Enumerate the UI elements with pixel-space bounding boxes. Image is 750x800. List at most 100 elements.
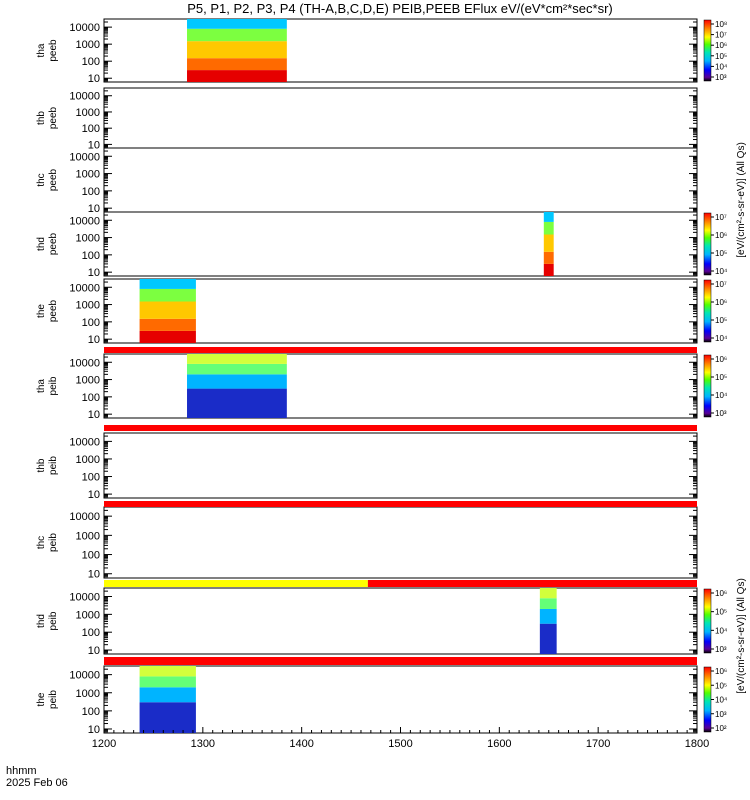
panel-label-product: peib	[48, 456, 59, 475]
status-bar-segment	[104, 501, 697, 507]
y-tick-label: 100	[82, 56, 100, 68]
panel-label-probe: thc	[36, 173, 47, 186]
colorbar-tick-label: 10⁴	[715, 62, 728, 71]
status-bar-segment	[104, 580, 368, 587]
colorbar	[703, 588, 712, 654]
flux-band	[543, 251, 554, 264]
colorbar-unit-label-bottom: [eV/(cm²-s-sr-eV)] (All Qs)	[736, 578, 747, 694]
status-bars-group	[104, 347, 697, 665]
panel-thd_peib: 10 100 1000 10000 thd peib 10³ 10⁴ 10⁵ 10⁶	[36, 587, 728, 657]
colorbar-tick-label: 10⁵	[715, 316, 727, 325]
panel-frame	[103, 665, 698, 734]
y-tick-label: 10	[88, 489, 100, 501]
colorbar-tick-label: 10⁵	[715, 249, 727, 258]
x-tick-label: 1400	[289, 738, 313, 750]
colorbar-tick-label: 10⁴	[715, 626, 728, 635]
y-tick-label: 100	[82, 250, 100, 262]
colorbar-tick-label: 10³	[715, 73, 727, 82]
x-axis-label-hhmm: hhmm	[6, 765, 37, 777]
y-tick-label: 100	[82, 317, 100, 329]
colorbar-tick-label: 10⁸	[715, 20, 727, 29]
colorbar-tick-label: 10⁶	[715, 231, 727, 240]
y-tick-label: 10000	[69, 215, 100, 227]
y-tick-label: 10000	[69, 670, 100, 682]
colorbar-tick-label: 10⁷	[715, 31, 727, 40]
panel-the_peib: 10 100 1000 10000 the peib 10² 10³ 10⁴ 10⁵ 10⁶	[36, 665, 728, 736]
x-tick-label: 1500	[388, 738, 412, 750]
flux-band	[139, 288, 196, 302]
colorbar	[703, 212, 712, 276]
y-tick-label: 1000	[76, 375, 100, 387]
panel-label-probe: tha	[36, 43, 47, 57]
panel-frame	[103, 432, 698, 499]
flux-band-low-energy	[139, 702, 196, 733]
colorbar	[703, 19, 712, 82]
panel-label-product: peib	[48, 376, 59, 395]
colorbar-tick-label: 10⁶	[715, 589, 727, 598]
y-tick-label: 10	[88, 645, 100, 657]
panel-label-probe: thb	[36, 111, 47, 125]
flux-band	[539, 608, 557, 624]
y-tick-label: 1000	[76, 530, 100, 542]
y-tick-label: 10	[88, 724, 100, 736]
y-tick-label: 100	[82, 123, 100, 135]
flux-band	[139, 687, 196, 703]
flux-band-low-energy	[543, 263, 554, 276]
flux-band-high-energy	[187, 354, 287, 364]
flux-band	[543, 234, 554, 252]
panel-label-product: peib	[48, 533, 59, 552]
panel-label-product: peib	[48, 611, 59, 630]
panels-group: 10 100 1000 10000 tha peeb 10³ 10⁴ 10⁵ 10⁶ 10⁷ 10⁸ 1…	[36, 18, 728, 736]
colorbar-tick-label: 10⁷	[715, 213, 727, 222]
colorbar-tick-label: 10³	[715, 645, 727, 654]
colorbar-tick-label: 10³	[715, 409, 727, 418]
flux-band	[187, 58, 287, 71]
colorbar-tick-label: 10⁴	[715, 696, 728, 705]
colorbar-tick-label: 10⁵	[715, 608, 727, 617]
x-tick-label: 1300	[191, 738, 215, 750]
flux-band	[139, 301, 196, 319]
flux-band	[187, 374, 287, 389]
colorbar-tick-label: 10²	[715, 724, 727, 733]
flux-band	[139, 318, 196, 331]
colorbar	[703, 666, 712, 733]
colorbar-tick-label: 10⁶	[715, 298, 727, 307]
flux-band-high-energy	[139, 666, 196, 677]
y-tick-label: 10000	[69, 282, 100, 294]
status-bar-segment	[104, 657, 697, 665]
flux-band	[187, 41, 287, 59]
y-tick-label: 100	[82, 186, 100, 198]
colorbar-unit-label-top: [eV/(cm²-s-sr-eV)] (All Qs)	[736, 142, 747, 258]
panel-thd_peeb: 10 100 1000 10000 thd peeb 10⁴ 10⁵ 10⁶ 10⁷	[36, 211, 728, 279]
panel-label-probe: the	[36, 304, 47, 318]
y-tick-label: 1000	[76, 107, 100, 119]
y-tick-label: 10000	[69, 22, 100, 34]
panel-thc_peib: 10 100 1000 10000 thc peib	[36, 506, 698, 581]
flux-band	[543, 221, 554, 235]
flux-band-high-energy	[543, 212, 554, 222]
y-tick-label: 100	[82, 392, 100, 404]
flux-band-high-energy	[539, 588, 557, 599]
panel-frame	[103, 87, 698, 149]
panel-frame	[103, 147, 698, 213]
colorbar	[703, 279, 712, 343]
y-tick-label: 1000	[76, 609, 100, 621]
colorbar	[703, 354, 712, 418]
flux-band-low-energy	[187, 388, 287, 418]
colorbar-tick-label: 10³	[715, 710, 727, 719]
y-tick-label: 10	[88, 73, 100, 85]
panel-label-probe: the	[36, 692, 47, 706]
panel-thb_peib: 10 100 1000 10000 thb peib	[36, 432, 698, 501]
flux-band-high-energy	[139, 279, 196, 289]
panel-label-probe: thd	[36, 237, 47, 251]
colorbar-tick-label: 10⁶	[715, 667, 727, 676]
y-tick-label: 10000	[69, 151, 100, 163]
flux-band-low-energy	[187, 70, 287, 82]
colorbar-tick-label: 10⁷	[715, 280, 727, 289]
flux-band	[187, 363, 287, 375]
x-axis-label-date: 2025 Feb 06	[6, 777, 68, 789]
flux-band-high-energy	[187, 19, 287, 29]
y-tick-label: 1000	[76, 233, 100, 245]
panel-label-product: peeb	[48, 299, 59, 322]
